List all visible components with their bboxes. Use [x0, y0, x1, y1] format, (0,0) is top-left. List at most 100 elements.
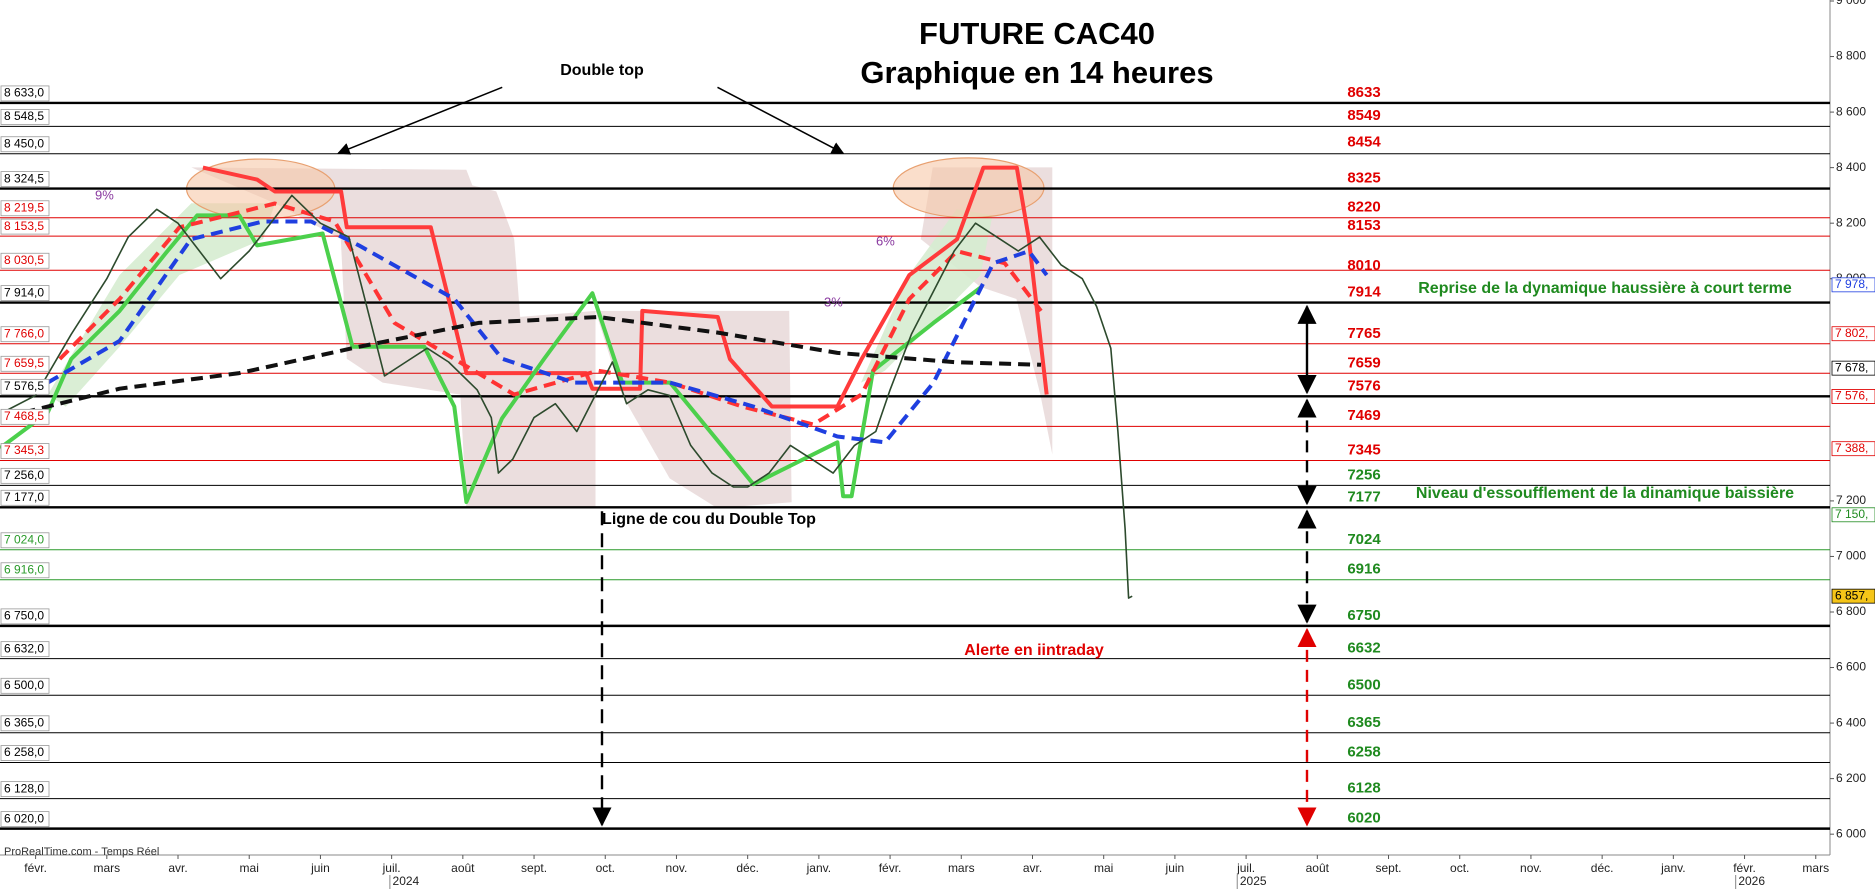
- level-label: 6 128,0: [4, 781, 44, 795]
- indicator-line: [202, 165, 1049, 409]
- target-label: 6258: [1347, 743, 1380, 760]
- price-marker: 7 576,: [1835, 389, 1868, 403]
- level-label-box: [0, 677, 50, 694]
- level-label: 7 766,0: [4, 326, 44, 340]
- indicator-line: [0, 213, 983, 504]
- x-tick-label: déc.: [1591, 861, 1614, 875]
- target-label: 7659: [1347, 354, 1380, 371]
- year-label: 2026: [1738, 874, 1765, 888]
- annotation: Reprise de la dynamique haussière à cour…: [1418, 280, 1792, 297]
- price-marker-box: [1831, 441, 1875, 457]
- target-label: 7914: [1347, 284, 1381, 301]
- level-label-box: [0, 443, 50, 459]
- level-label: 7 659,5: [4, 356, 44, 370]
- source: ProRealTime.com - Temps Réel: [4, 846, 159, 858]
- x-tick-label: sept.: [1376, 861, 1402, 875]
- level-label: 7 914,0: [4, 285, 44, 299]
- x-tick-label: janv.: [1660, 861, 1685, 875]
- target-label: 6128: [1347, 780, 1380, 797]
- x-tick-label: mars: [1802, 861, 1829, 875]
- level-label-box: [0, 641, 50, 658]
- y-tick-label: 8 200: [1836, 215, 1866, 229]
- y-tick-label: 8 600: [1836, 104, 1866, 118]
- x-tick-label: oct.: [1450, 861, 1469, 875]
- price-line: [3, 194, 1133, 599]
- level-label: 6 632,0: [4, 641, 44, 655]
- target-label: 7469: [1347, 407, 1380, 424]
- price-marker-box: [1831, 326, 1875, 342]
- x-tick-label: nov.: [1520, 861, 1542, 875]
- annotation: 3%: [824, 294, 843, 309]
- y-tick-label: 6 800: [1836, 604, 1866, 618]
- level-label: 6 258,0: [4, 745, 44, 759]
- arrow: [337, 86, 503, 155]
- y-tick-label: 8 400: [1836, 160, 1866, 174]
- level-label-box: [0, 745, 50, 761]
- annotation: Double top: [560, 62, 644, 79]
- target-label: 8325: [1347, 169, 1380, 186]
- level-label: 6 500,0: [4, 678, 44, 692]
- level-label: 8 324,5: [4, 171, 44, 185]
- price-marker: 6 857,: [1835, 588, 1868, 602]
- level-label-box: [0, 467, 50, 484]
- chart-subtitle: Graphique en 14 heures: [860, 55, 1213, 90]
- x-tick-label: août: [1306, 861, 1330, 875]
- arrows: [592, 304, 1317, 827]
- chart-title: FUTURE CAC40: [919, 16, 1155, 51]
- indicator-line: [23, 315, 1042, 415]
- annotation: Niveau d'essoufflement de la dinamique b…: [1416, 485, 1794, 502]
- y-tick-label: 6 600: [1836, 660, 1866, 674]
- level-label-box: [0, 85, 50, 102]
- price-marker: 7 802,: [1835, 326, 1868, 340]
- cloud: [860, 209, 993, 383]
- level-label-box: [0, 200, 50, 217]
- level-label: 8 633,0: [4, 86, 44, 100]
- level-label-box: [0, 408, 50, 425]
- x-tick-label: nov.: [666, 861, 688, 875]
- year-label: 2024: [393, 874, 420, 888]
- x-tick-label: janv.: [806, 861, 831, 875]
- target-label: 6632: [1347, 640, 1380, 657]
- price-marker: 7 978,: [1835, 277, 1868, 291]
- level-label-box: [0, 171, 50, 188]
- y-tick-label: 7 200: [1836, 493, 1866, 507]
- level-label-box: [0, 608, 50, 625]
- y-tick-label: 9 000: [1836, 0, 1866, 7]
- y-tick-label: 8 800: [1836, 49, 1866, 63]
- target-label: 8153: [1347, 217, 1380, 234]
- target-label: 6365: [1347, 714, 1380, 731]
- x-tick-label: oct.: [596, 861, 615, 875]
- price-marker-box: [1831, 277, 1875, 293]
- target-label: 6500: [1347, 676, 1380, 693]
- level-label: 7 468,5: [4, 409, 44, 423]
- target-label: 8454: [1347, 134, 1381, 151]
- cloud: [47, 203, 276, 407]
- level-label-box: [0, 218, 50, 235]
- y-tick-label: 7 000: [1836, 549, 1866, 563]
- x-tick-label: févr.: [24, 861, 47, 875]
- x-tick-label: déc.: [736, 861, 759, 875]
- level-label: 8 153,5: [4, 219, 44, 233]
- target-label: 6750: [1347, 607, 1380, 624]
- level-label-box: [0, 108, 50, 125]
- x-tick-label: avr.: [168, 861, 187, 875]
- level-label: 7 177,0: [4, 490, 44, 504]
- target-label: 7345: [1347, 442, 1380, 459]
- price-marker: 7 388,: [1835, 441, 1868, 455]
- target-label: 8010: [1347, 257, 1380, 274]
- level-label: 6 020,0: [4, 811, 44, 825]
- indicator-line: [46, 219, 1049, 445]
- level-label-box: [0, 285, 50, 302]
- year-label: 2025: [1240, 874, 1267, 888]
- level-label-box: [0, 562, 50, 579]
- level-label: 8 030,5: [4, 253, 44, 267]
- level-label: 8 450,0: [4, 136, 44, 150]
- level-label-box: [0, 378, 50, 395]
- x-tick-label: juil.: [1236, 861, 1255, 875]
- target-label: 6916: [1347, 561, 1380, 578]
- level-label-box: [0, 489, 50, 506]
- level-label: 7 345,3: [4, 443, 44, 457]
- target-label: 7177: [1347, 488, 1380, 505]
